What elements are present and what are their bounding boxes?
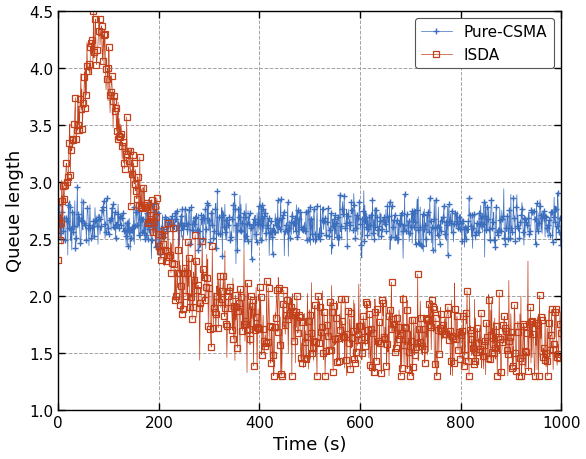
ISDA bbox=[258, 341, 265, 347]
ISDA bbox=[90, 9, 97, 14]
Pure-CSMA bbox=[277, 197, 284, 202]
Pure-CSMA bbox=[107, 221, 114, 227]
X-axis label: Time (s): Time (s) bbox=[273, 436, 346, 453]
ISDA bbox=[277, 315, 284, 320]
Legend: Pure-CSMA, ISDA: Pure-CSMA, ISDA bbox=[415, 19, 554, 69]
ISDA bbox=[401, 324, 408, 330]
Pure-CSMA bbox=[233, 262, 240, 267]
Pure-CSMA bbox=[448, 231, 455, 237]
ISDA bbox=[54, 257, 62, 263]
Pure-CSMA bbox=[54, 202, 62, 208]
Pure-CSMA bbox=[401, 192, 408, 197]
Pure-CSMA bbox=[74, 185, 81, 190]
ISDA bbox=[448, 298, 455, 303]
Line: ISDA: ISDA bbox=[56, 9, 564, 379]
Pure-CSMA bbox=[259, 207, 266, 212]
Y-axis label: Queue length: Queue length bbox=[5, 150, 23, 272]
Line: Pure-CSMA: Pure-CSMA bbox=[54, 184, 565, 268]
Pure-CSMA bbox=[558, 230, 565, 235]
ISDA bbox=[457, 327, 464, 332]
ISDA bbox=[107, 111, 114, 116]
Pure-CSMA bbox=[457, 212, 464, 218]
ISDA bbox=[558, 347, 565, 352]
ISDA bbox=[278, 373, 285, 379]
